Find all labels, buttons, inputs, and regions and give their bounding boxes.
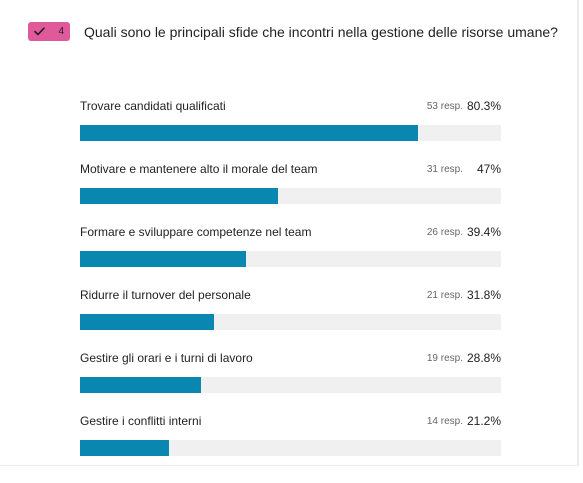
answer-bar-track — [80, 188, 501, 204]
answer-row: Gestire i conflitti interni 14 resp. 21.2% — [80, 414, 501, 477]
answer-label: Ridurre il turnover del personale — [80, 288, 251, 302]
answer-row: Gestire gli orari e i turni di lavoro 19 … — [80, 351, 501, 414]
answer-bar-fill — [80, 125, 419, 141]
answer-bar-track — [80, 251, 501, 267]
answer-bar-fill — [80, 377, 202, 393]
answer-bar-fill — [80, 188, 278, 204]
question-number-badge: 4 — [28, 22, 70, 41]
answer-row: Trovare candidati qualificati 53 resp. 80.… — [80, 99, 501, 162]
answer-percent: 31.8% — [466, 288, 501, 302]
answer-response-count: 19 resp. — [426, 353, 463, 364]
answer-label: Formare e sviluppare competenze nel team — [80, 225, 312, 239]
answer-percent: 47% — [476, 162, 501, 176]
answer-label: Gestire gli orari e i turni di lavoro — [80, 351, 253, 365]
answer-bar-track — [80, 440, 501, 456]
question-header: 4 Quali sono le principali sfide che inc… — [28, 22, 558, 41]
answer-row: Formare e sviluppare competenze nel team… — [80, 225, 501, 288]
answer-label: Trovare candidati qualificati — [80, 99, 226, 113]
answer-label: Gestire i conflitti interni — [80, 414, 202, 428]
answer-bar-track — [80, 314, 501, 330]
answer-response-count: 26 resp. — [426, 227, 463, 238]
answer-bar-track — [80, 377, 501, 393]
answer-response-count: 14 resp. — [426, 416, 463, 427]
answer-bar-fill — [80, 251, 246, 267]
answer-percent: 39.4% — [466, 225, 501, 239]
answer-response-count: 53 resp. — [426, 101, 463, 112]
answer-percent: 28.8% — [466, 351, 501, 365]
answer-response-count: 31 resp. — [426, 164, 463, 175]
answer-response-count: 21 resp. — [426, 290, 463, 301]
question-title: Quali sono le principali sfide che incon… — [84, 23, 558, 40]
question-number: 4 — [58, 26, 64, 37]
checkmark-icon — [34, 27, 45, 36]
answer-percent: 21.2% — [466, 414, 501, 428]
answer-row: Ridurre il turnover del personale 21 resp… — [80, 288, 501, 351]
answer-bar-fill — [80, 314, 214, 330]
answer-bar-track — [80, 125, 501, 141]
answer-bar-fill — [80, 440, 170, 456]
answer-list: Trovare candidati qualificati 53 resp. 80.… — [80, 99, 501, 477]
question-card: 4 Quali sono le principali sfide che inc… — [0, 0, 579, 466]
answer-percent: 80.3% — [466, 99, 501, 113]
answer-label: Motivare e mantenere alto il morale del … — [80, 162, 318, 176]
answer-row: Motivare e mantenere alto il morale del … — [80, 162, 501, 225]
